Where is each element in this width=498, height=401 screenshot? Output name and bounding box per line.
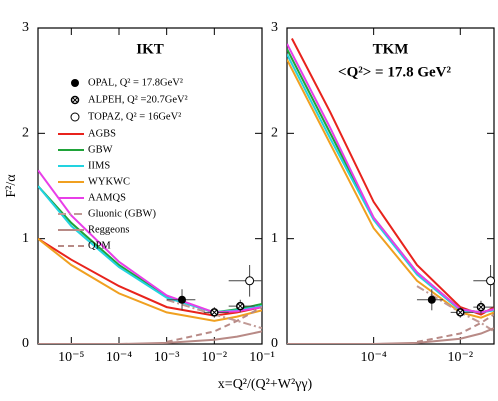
y-tick-label: 0 bbox=[271, 336, 278, 351]
panel-title: TKM bbox=[373, 41, 409, 57]
series-line bbox=[38, 185, 262, 314]
point-cross bbox=[478, 304, 484, 310]
x-tick-label: 10⁻¹ bbox=[249, 350, 275, 365]
series-line bbox=[416, 313, 494, 343]
plot-frame bbox=[37, 27, 263, 345]
series-line bbox=[287, 59, 494, 319]
x-tick-label: 10⁻⁴ bbox=[361, 350, 387, 365]
data-point bbox=[178, 295, 187, 304]
y-tick-label: 1 bbox=[271, 231, 278, 246]
data-point bbox=[486, 276, 496, 286]
legend-label: QPM bbox=[88, 240, 111, 251]
panel-title: IKT bbox=[136, 41, 164, 57]
legend-marker bbox=[71, 79, 79, 87]
legend-marker bbox=[72, 97, 78, 103]
x-tick-label: 10⁻³ bbox=[154, 350, 180, 365]
y-tick-label: 3 bbox=[22, 20, 29, 35]
y-tick-label: 0 bbox=[22, 336, 29, 351]
y-tick-label: 2 bbox=[22, 126, 29, 141]
series-line bbox=[287, 327, 494, 344]
legend-label: GBW bbox=[88, 144, 113, 155]
x-tick-label: 10⁻⁵ bbox=[58, 350, 84, 365]
series-line bbox=[166, 298, 262, 330]
series-line bbox=[38, 237, 262, 322]
legend-label: OPAL, Q² = 17.8GeV² bbox=[88, 77, 183, 88]
y-tick-label: 3 bbox=[271, 20, 278, 35]
series-line bbox=[166, 306, 262, 343]
data-point bbox=[427, 295, 436, 304]
series-line bbox=[38, 237, 262, 317]
legend-label: WYKWC bbox=[88, 176, 130, 187]
legend-marker bbox=[70, 112, 80, 122]
panel-subtitle: <Q²> = 17.8 GeV² bbox=[338, 64, 451, 80]
y-axis-label: F²/α bbox=[4, 174, 19, 198]
series-line bbox=[38, 169, 262, 314]
x-tick-label: 10⁻² bbox=[447, 350, 473, 365]
y-tick-label: 1 bbox=[22, 231, 29, 246]
legend-label: ALPEH, Q² =20.7GeV² bbox=[88, 94, 188, 105]
legend-label: Reggeons bbox=[88, 224, 129, 235]
data-point bbox=[245, 276, 255, 286]
legend-label: TOPAZ, Q² = 16GeV² bbox=[88, 111, 181, 122]
point-cross bbox=[211, 309, 218, 316]
series-line bbox=[287, 53, 494, 314]
point-cross bbox=[457, 309, 464, 316]
legend-label: AGBS bbox=[88, 128, 116, 139]
x-axis-label: x=Q²/(Q²+W²γγ) bbox=[218, 377, 313, 392]
series-line bbox=[38, 330, 262, 344]
point-cross bbox=[237, 303, 244, 309]
series-line bbox=[291, 38, 494, 316]
series-line bbox=[287, 43, 494, 314]
series-line bbox=[416, 285, 494, 333]
legend-label: Gluonic (GBW) bbox=[88, 208, 156, 219]
y-tick-label: 2 bbox=[271, 126, 278, 141]
legend-label: AAMQS bbox=[88, 192, 126, 203]
x-tick-label: 10⁻⁴ bbox=[106, 350, 132, 365]
legend-label: IIMS bbox=[88, 160, 110, 171]
series-line bbox=[38, 185, 262, 314]
x-tick-label: 10⁻² bbox=[202, 350, 228, 365]
